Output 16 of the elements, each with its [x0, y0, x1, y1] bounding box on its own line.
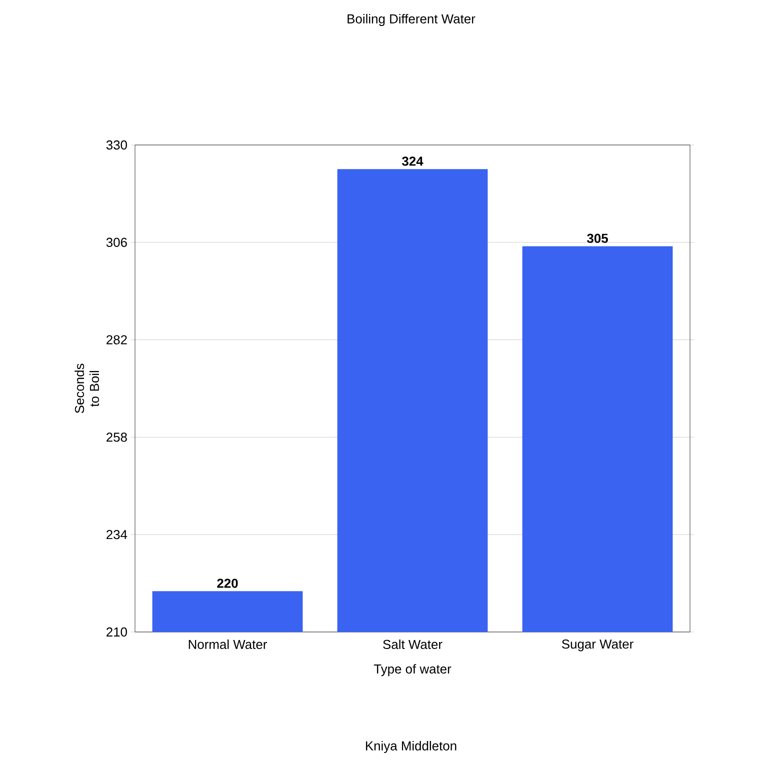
data-label: 324 — [402, 156, 424, 166]
data-label: 220 — [217, 578, 238, 588]
y-axis-title: Seconds to Boil — [74, 364, 100, 414]
y-tick-label: 330 — [106, 140, 127, 150]
chart-title: Boiling Different Water — [348, 14, 476, 26]
y-tick-label: 258 — [106, 432, 127, 442]
y-tick-label: 306 — [106, 238, 127, 247]
x-axis-title: Type of water — [374, 664, 452, 676]
x-tick-label: Salt Water — [383, 640, 442, 650]
text: Kniya Middleton — [366, 740, 456, 754]
y-tick-label: 282 — [106, 335, 127, 344]
x-tick-label: Sugar Water — [562, 640, 634, 652]
y-tick-label: 234 — [106, 530, 128, 540]
x-tick-label: Normal Water — [188, 640, 267, 650]
data-label: 305 — [587, 234, 608, 243]
y-tick-label: 210 — [106, 627, 127, 637]
